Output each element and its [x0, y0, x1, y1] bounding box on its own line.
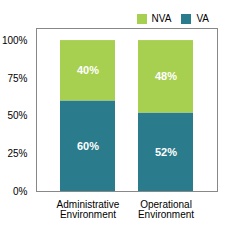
- svg-text:48%: 48%: [155, 70, 177, 82]
- svg-text:60%: 60%: [77, 140, 99, 152]
- svg-text:75%: 75%: [7, 73, 27, 84]
- svg-text:OperationalEnvironment: OperationalEnvironment: [138, 199, 194, 220]
- svg-text:40%: 40%: [77, 64, 99, 76]
- svg-text:50%: 50%: [7, 110, 27, 121]
- svg-text:100%: 100%: [2, 35, 28, 46]
- svg-text:25%: 25%: [7, 148, 27, 159]
- html-text:NVA: NVA: [151, 13, 172, 24]
- svg-text:0%: 0%: [13, 186, 28, 197]
- html-text:VA: VA: [196, 13, 209, 24]
- svg-text:52%: 52%: [155, 146, 177, 158]
- svg-text:AdministrativeEnvironment: AdministrativeEnvironment: [57, 199, 120, 220]
